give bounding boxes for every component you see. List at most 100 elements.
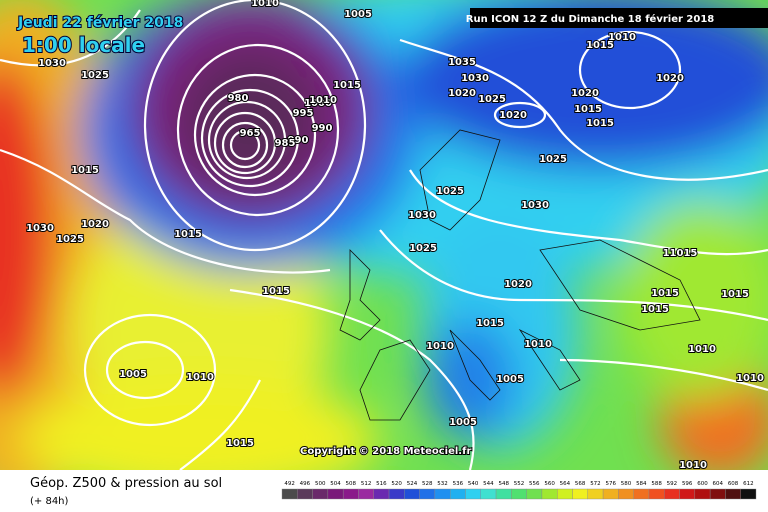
scale-swatch xyxy=(419,488,436,500)
scale-swatch xyxy=(434,488,451,500)
forecast-time: 1:00 locale xyxy=(22,33,145,57)
scale-swatch xyxy=(709,488,726,500)
isobar-label: 1020 xyxy=(656,73,684,84)
scale-label: 552 xyxy=(514,481,525,487)
scale-swatch xyxy=(465,488,481,500)
scale-label: 536 xyxy=(453,481,464,487)
isobar-label: 1010 xyxy=(679,460,707,471)
scale-swatch xyxy=(388,488,405,500)
isobar-label: 965 xyxy=(240,128,261,139)
scale-label: 548 xyxy=(498,481,509,487)
scale-label: 516 xyxy=(376,481,387,487)
run-info: Run ICON 12 Z du Dimanche 18 février 201… xyxy=(466,13,715,25)
scale-swatch xyxy=(633,488,650,500)
scale-swatch xyxy=(327,488,344,500)
isobars xyxy=(0,0,768,470)
isobar-label: 1015 xyxy=(586,118,614,129)
legend-lead: (+ 84h) xyxy=(30,496,69,507)
isobar-label: 1005 xyxy=(344,9,372,20)
isobar-label: 985 xyxy=(275,138,296,149)
scale-swatch xyxy=(404,488,420,500)
scale-swatch xyxy=(373,488,390,500)
scale-label: 572 xyxy=(590,481,601,487)
isobar-label: 1005 xyxy=(119,369,147,380)
scale-swatch xyxy=(449,488,466,500)
scale-label: 504 xyxy=(330,481,341,487)
isobar-label: 1025 xyxy=(409,243,437,254)
scale-swatch xyxy=(679,488,696,500)
scale-swatch xyxy=(602,488,619,500)
isobar-label: 990 xyxy=(312,123,333,134)
scale-label: 588 xyxy=(651,481,662,487)
isobar-label: 1015 xyxy=(226,438,254,449)
isobar-label: 1015 xyxy=(333,80,361,91)
scale-label: 592 xyxy=(667,481,678,487)
scale-label: 564 xyxy=(560,481,571,487)
scale-swatch xyxy=(740,488,757,500)
scale-swatch xyxy=(342,488,359,500)
isobar-label: 1020 xyxy=(81,219,109,230)
scale-label: 608 xyxy=(728,481,739,487)
scale-swatch xyxy=(281,488,298,500)
isobar-label: 1020 xyxy=(504,279,532,290)
scale-label: 576 xyxy=(605,481,616,487)
isobar-label: 980 xyxy=(228,93,249,104)
scale-swatch xyxy=(587,488,604,500)
forecast-date: Jeudi 22 février 2018 xyxy=(17,15,183,31)
scale-label: 524 xyxy=(407,481,418,487)
isobar-label: 1015 xyxy=(641,304,669,315)
isobar-label: 1010 xyxy=(688,344,716,355)
scale-label: 604 xyxy=(713,481,724,487)
scale-label: 580 xyxy=(621,481,632,487)
isobar-label: 1015 xyxy=(721,289,749,300)
isobar-label: 1015 xyxy=(174,229,202,240)
scale-label: 584 xyxy=(636,481,647,487)
scale-label: 568 xyxy=(575,481,586,487)
copyright: Copyright © 2018 Meteociel.fr xyxy=(300,446,471,457)
isobar-label: 1020 xyxy=(571,88,599,99)
isobar-labels: 1010100510301025103510301020102510101015… xyxy=(25,0,765,472)
coastlines xyxy=(339,129,701,421)
isobar-label: 1010 xyxy=(524,339,552,350)
scale-label: 528 xyxy=(422,481,433,487)
color-scale: 492 496 500 504 508 512 516 520 524 528 532 536 540 5… xyxy=(281,481,757,500)
isobar-label: 1015 xyxy=(262,286,290,297)
scale-swatch xyxy=(358,488,374,500)
isobar-label: 1000 xyxy=(304,98,332,109)
scale-swatch xyxy=(664,488,680,500)
scale-label: 496 xyxy=(300,481,311,487)
scale-label: 512 xyxy=(361,481,372,487)
scale-label: 596 xyxy=(682,481,693,487)
scale-label: 556 xyxy=(529,481,540,487)
scale-swatch xyxy=(495,488,512,500)
legend-title: Géop. Z500 & pression au sol xyxy=(30,476,222,491)
isobar-label: 1005 xyxy=(449,417,477,428)
scale-label: 544 xyxy=(483,481,494,487)
isobar-label: 1015 xyxy=(574,104,602,115)
isobar-label: 1010 xyxy=(426,341,454,352)
isobar-label: 1015 xyxy=(71,165,99,176)
scale-label: 532 xyxy=(437,481,448,487)
isobar-label: 1010 xyxy=(309,95,337,106)
scale-label: 560 xyxy=(544,481,555,487)
scale-swatch xyxy=(297,488,313,500)
isobar-label: 11015 xyxy=(663,248,698,259)
scale-swatch xyxy=(312,488,329,500)
isobar-label: 1025 xyxy=(539,154,567,165)
scale-swatch xyxy=(725,488,741,500)
scale-label: 600 xyxy=(697,481,708,487)
scale-label: 508 xyxy=(346,481,357,487)
scale-swatch xyxy=(511,488,527,500)
scale-swatch xyxy=(694,488,711,500)
isobar-label: 1020 xyxy=(448,88,476,99)
scale-label: 612 xyxy=(743,481,754,487)
scale-swatch xyxy=(572,488,589,500)
isobar-label: 1025 xyxy=(56,234,84,245)
isobar-label: 1010 xyxy=(736,373,764,384)
isobar-label: 1025 xyxy=(81,70,109,81)
isobar-label: 1030 xyxy=(461,73,489,84)
scale-label: 492 xyxy=(284,481,295,487)
